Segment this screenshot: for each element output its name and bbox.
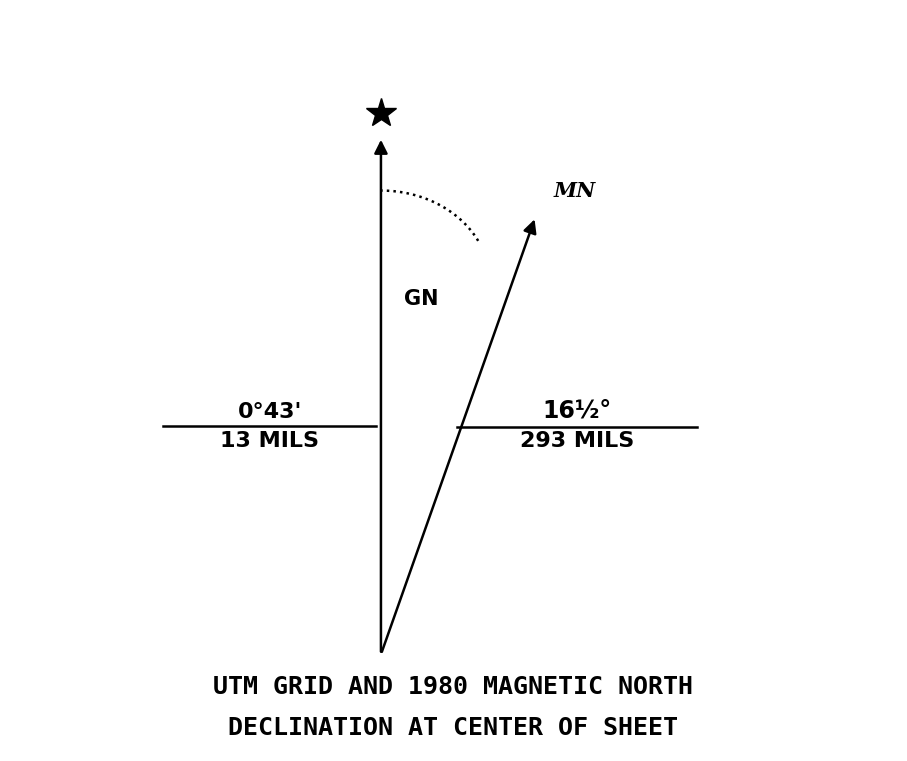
Text: 293 MILS: 293 MILS bbox=[520, 431, 634, 451]
Text: GN: GN bbox=[404, 289, 438, 310]
Text: 0°43': 0°43' bbox=[238, 402, 302, 422]
Text: 16½°: 16½° bbox=[542, 398, 611, 422]
Text: UTM GRID AND 1980 MAGNETIC NORTH: UTM GRID AND 1980 MAGNETIC NORTH bbox=[213, 674, 694, 699]
Text: MN: MN bbox=[553, 181, 596, 202]
Text: 13 MILS: 13 MILS bbox=[220, 431, 319, 451]
Text: DECLINATION AT CENTER OF SHEET: DECLINATION AT CENTER OF SHEET bbox=[229, 715, 678, 740]
